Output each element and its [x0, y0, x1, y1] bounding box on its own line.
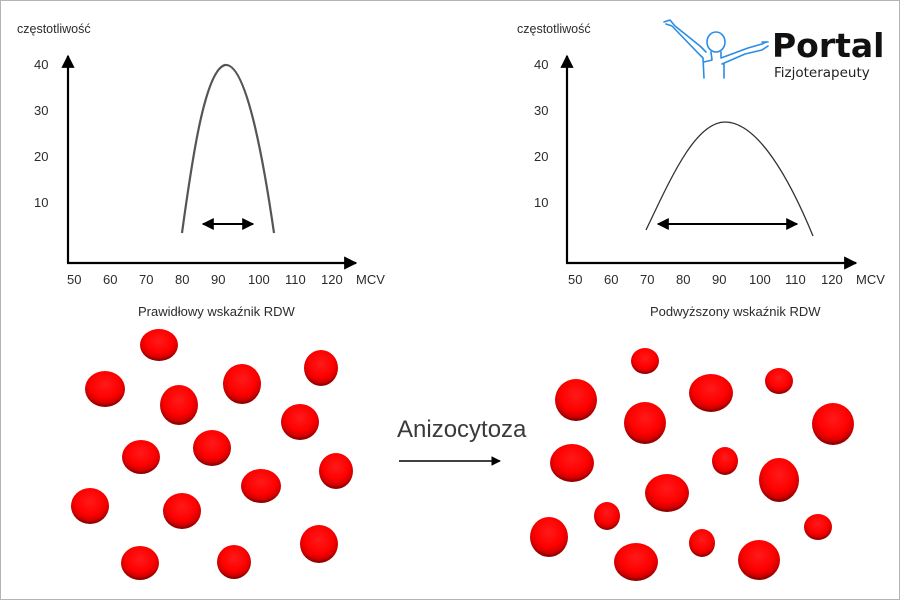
- left-xtick: 90: [211, 272, 225, 287]
- portal-fizjoterapeuty-logo: Portal Fizjoterapeuty: [663, 19, 885, 81]
- right-xtick: 100: [749, 272, 771, 287]
- right-distribution-curve: [645, 121, 814, 237]
- red-blood-cell: [812, 403, 854, 445]
- person-figure-icon: [663, 19, 769, 79]
- left-xtick: 110: [285, 272, 306, 287]
- red-blood-cell: [217, 545, 251, 579]
- red-blood-cell: [193, 430, 231, 466]
- right-xtick: 110: [785, 272, 806, 287]
- red-blood-cell: [530, 517, 568, 557]
- right-caption: Podwyższony wskaźnik RDW: [650, 304, 821, 319]
- left-ytick: 10: [34, 195, 48, 210]
- left-distribution-curve: [180, 63, 276, 234]
- red-blood-cell: [163, 493, 201, 529]
- left-xtick: 120: [321, 272, 343, 287]
- left-xtick: 50: [67, 272, 81, 287]
- right-xtick: 70: [640, 272, 654, 287]
- normal-red-blood-cells: [71, 329, 353, 580]
- right-y-axis-label: częstotliwość: [517, 22, 591, 36]
- red-blood-cell: [241, 469, 281, 503]
- left-xtick: 100: [248, 272, 270, 287]
- red-blood-cell: [121, 546, 159, 580]
- red-blood-cell: [765, 368, 793, 394]
- red-blood-cell: [85, 371, 125, 407]
- red-blood-cell: [550, 444, 594, 482]
- red-blood-cell: [160, 385, 198, 425]
- red-blood-cell: [645, 474, 689, 512]
- left-caption: Prawidłowy wskaźnik RDW: [138, 304, 295, 319]
- anizocytoza-transition: Anizocytoza: [397, 416, 527, 466]
- right-xtick: 60: [604, 272, 618, 287]
- red-blood-cell: [624, 402, 666, 444]
- red-blood-cell: [594, 502, 620, 530]
- left-histogram: częstotliwość 40 30 20 10 50 60 70 80 90…: [17, 22, 385, 319]
- right-ytick: 40: [534, 57, 548, 72]
- red-blood-cell: [689, 374, 733, 412]
- red-blood-cell: [300, 525, 338, 563]
- red-blood-cell: [738, 540, 780, 580]
- red-blood-cell: [281, 404, 319, 440]
- red-blood-cell: [804, 514, 832, 540]
- right-xtick: 80: [676, 272, 690, 287]
- red-blood-cell: [304, 350, 338, 386]
- red-blood-cell: [122, 440, 160, 474]
- left-y-axis-label: częstotliwość: [17, 22, 91, 36]
- logo-title: Portal: [772, 26, 885, 65]
- red-blood-cell: [71, 488, 109, 524]
- red-blood-cell: [614, 543, 658, 581]
- right-xtick: 90: [712, 272, 726, 287]
- red-blood-cell: [631, 348, 659, 374]
- red-blood-cell: [689, 529, 715, 557]
- right-xtick: 120: [821, 272, 843, 287]
- left-xtick: 60: [103, 272, 117, 287]
- right-xtick: 50: [568, 272, 582, 287]
- left-ytick: 20: [34, 149, 48, 164]
- red-blood-cell: [223, 364, 261, 404]
- left-ytick: 40: [34, 57, 48, 72]
- left-ytick: 30: [34, 103, 48, 118]
- logo-subtitle: Fizjoterapeuty: [774, 65, 870, 81]
- left-xtick: 80: [175, 272, 189, 287]
- right-histogram: częstotliwość 40 30 20 10 50 60 70 80 90…: [517, 22, 885, 319]
- left-xtick: 70: [139, 272, 153, 287]
- red-blood-cell: [712, 447, 738, 475]
- left-x-axis-label: MCV: [356, 272, 385, 287]
- red-blood-cell: [140, 329, 178, 361]
- anisocytosis-red-blood-cells: [530, 348, 854, 581]
- right-ytick: 20: [534, 149, 548, 164]
- red-blood-cell: [319, 453, 353, 489]
- red-blood-cell: [759, 458, 799, 502]
- right-ytick: 30: [534, 103, 548, 118]
- right-ytick: 10: [534, 195, 548, 210]
- red-blood-cell: [555, 379, 597, 421]
- right-x-axis-label: MCV: [856, 272, 885, 287]
- transition-label: Anizocytoza: [397, 416, 527, 443]
